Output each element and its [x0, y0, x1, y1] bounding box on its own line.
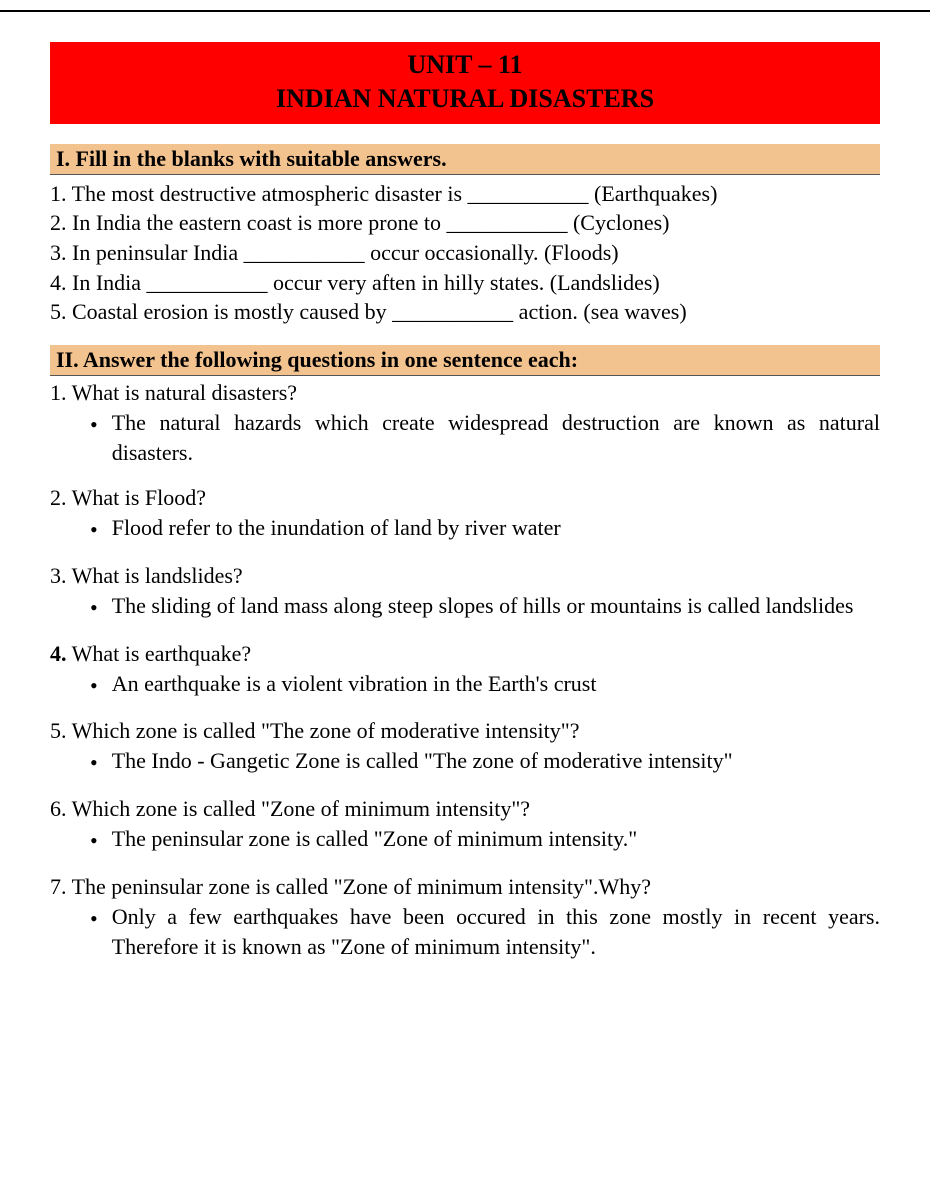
- qa-6: 6. Which zone is called "Zone of minimum…: [50, 796, 880, 856]
- qa-5: 5. Which zone is called "The zone of mod…: [50, 718, 880, 778]
- answer-7-text: Only a few earthquakes have been occured…: [112, 902, 880, 961]
- question-4-num: 4.: [50, 641, 67, 666]
- unit-line-2: INDIAN NATURAL DISASTERS: [50, 82, 880, 116]
- bullet-icon: •: [90, 904, 98, 934]
- bullet-icon: •: [90, 593, 98, 623]
- page: UNIT – 11 INDIAN NATURAL DISASTERS I. Fi…: [0, 10, 930, 961]
- qa-4: 4. What is earthquake? • An earthquake i…: [50, 641, 880, 701]
- answer-7: • Only a few earthquakes have been occur…: [50, 902, 880, 961]
- answer-1: • The natural hazards which create wides…: [50, 408, 880, 467]
- answer-3-text: The sliding of land mass along steep slo…: [112, 591, 880, 621]
- qa-7: 7. The peninsular zone is called "Zone o…: [50, 874, 880, 961]
- question-4: 4. What is earthquake?: [50, 641, 880, 667]
- answer-5-text: The Indo - Gangetic Zone is called "The …: [112, 746, 880, 776]
- fill-blank-2: 2. In India the eastern coast is more pr…: [50, 208, 880, 238]
- unit-line-1: UNIT – 11: [50, 48, 880, 82]
- question-1: 1. What is natural disasters?: [50, 380, 880, 406]
- answer-2-text: Flood refer to the inundation of land by…: [112, 513, 880, 543]
- unit-header: UNIT – 11 INDIAN NATURAL DISASTERS: [50, 42, 880, 124]
- bullet-icon: •: [90, 671, 98, 701]
- question-5: 5. Which zone is called "The zone of mod…: [50, 718, 880, 744]
- answer-5: • The Indo - Gangetic Zone is called "Th…: [50, 746, 880, 778]
- answer-4: • An earthquake is a violent vibration i…: [50, 669, 880, 701]
- bullet-icon: •: [90, 826, 98, 856]
- question-3: 3. What is landslides?: [50, 563, 880, 589]
- question-6: 6. Which zone is called "Zone of minimum…: [50, 796, 880, 822]
- fill-blank-4: 4. In India ___________ occur very aften…: [50, 268, 880, 298]
- answer-6: • The peninsular zone is called "Zone of…: [50, 824, 880, 856]
- bullet-icon: •: [90, 410, 98, 440]
- qa-3: 3. What is landslides? • The sliding of …: [50, 563, 880, 623]
- fill-blank-1: 1. The most destructive atmospheric disa…: [50, 179, 880, 209]
- answer-3: • The sliding of land mass along steep s…: [50, 591, 880, 623]
- section-1-title: I. Fill in the blanks with suitable answ…: [50, 144, 880, 175]
- bullet-icon: •: [90, 515, 98, 545]
- fill-blank-5: 5. Coastal erosion is mostly caused by _…: [50, 297, 880, 327]
- question-2: 2. What is Flood?: [50, 485, 880, 511]
- answer-1-text: The natural hazards which create widespr…: [112, 408, 880, 467]
- question-4-rest: What is earthquake?: [67, 641, 252, 666]
- section-2-title: II. Answer the following questions in on…: [50, 345, 880, 376]
- fill-blank-3: 3. In peninsular India ___________ occur…: [50, 238, 880, 268]
- qa-1: 1. What is natural disasters? • The natu…: [50, 380, 880, 467]
- content-area: UNIT – 11 INDIAN NATURAL DISASTERS I. Fi…: [0, 42, 930, 961]
- answer-6-text: The peninsular zone is called "Zone of m…: [112, 824, 880, 854]
- answer-2: • Flood refer to the inundation of land …: [50, 513, 880, 545]
- answer-4-text: An earthquake is a violent vibration in …: [112, 669, 880, 699]
- bullet-icon: •: [90, 748, 98, 778]
- qa-2: 2. What is Flood? • Flood refer to the i…: [50, 485, 880, 545]
- section-1-body: 1. The most destructive atmospheric disa…: [50, 179, 880, 327]
- question-7: 7. The peninsular zone is called "Zone o…: [50, 874, 880, 900]
